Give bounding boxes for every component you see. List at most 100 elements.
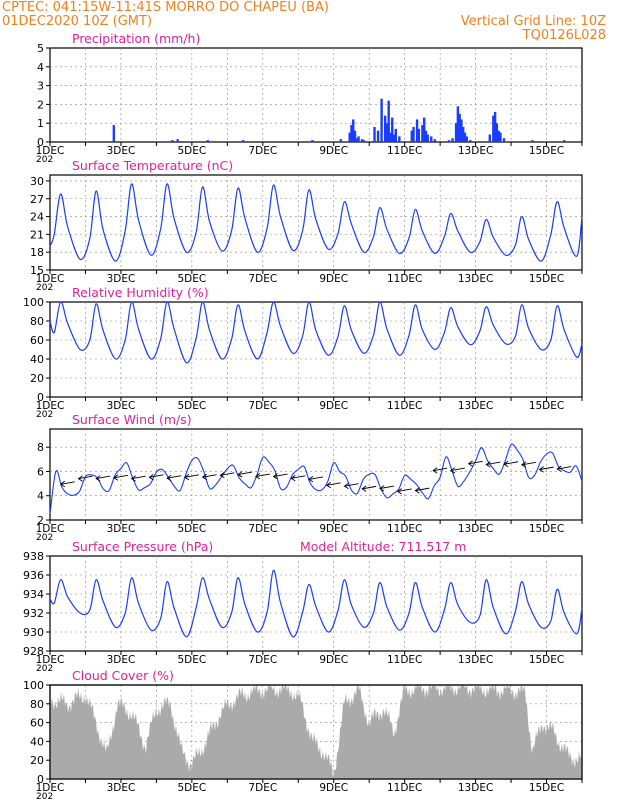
precip-bar xyxy=(415,119,419,142)
precip-bar xyxy=(531,140,534,142)
precip-bar xyxy=(493,111,497,142)
model-code: TQ0126L028 xyxy=(522,28,606,43)
wind-arrow-head xyxy=(237,471,243,478)
y-tick-label: 24 xyxy=(30,211,44,224)
wind-arrow xyxy=(148,473,164,481)
x-tick-label: 3DEC xyxy=(107,654,136,666)
wind-arrow-shaft xyxy=(131,475,146,480)
wind-arrow-head xyxy=(272,473,278,480)
y-tick-label: 0 xyxy=(37,391,44,404)
pressure-panel: 928 930 932 934 936 938 1DEC 3DEC 5DEC 7DEC 9DEC 11… xyxy=(23,539,583,674)
wind-arrow-shaft xyxy=(397,488,412,492)
wind-arrow-shaft xyxy=(344,483,359,487)
precip-bar xyxy=(422,117,426,142)
y-tick-label: 934 xyxy=(23,588,44,601)
y-tick-label: 20 xyxy=(30,754,44,767)
wind-arrow xyxy=(290,475,306,482)
x-tick-label: 7DEC xyxy=(248,273,277,285)
precip-bar xyxy=(463,132,467,142)
wind-arrow-shaft xyxy=(308,476,324,480)
x-tick-label: 11DEC xyxy=(387,273,422,285)
plot-frame xyxy=(49,428,583,521)
x-tick-label: 9DEC xyxy=(319,654,348,666)
precip-bar xyxy=(355,138,358,142)
wind-arrow-head xyxy=(184,473,190,481)
precip-bar xyxy=(502,138,506,142)
precip-bar xyxy=(352,119,355,142)
x-tick-label: 5DEC xyxy=(177,523,206,535)
precip-bar xyxy=(380,98,383,142)
y-tick-label: 3 xyxy=(37,80,44,93)
precip-bar xyxy=(242,140,245,142)
y-tick-label: 27 xyxy=(30,193,44,206)
cloud-area xyxy=(50,685,582,779)
wind-arrow-head xyxy=(308,476,314,483)
wind-arrow-head xyxy=(521,461,527,468)
wind-arrow-shaft xyxy=(273,473,288,477)
wind-arrow-shaft xyxy=(379,485,395,490)
precip-bar xyxy=(469,140,472,142)
x-tick-label: 5DEC xyxy=(177,273,206,285)
year-fragment: 202 xyxy=(36,283,53,293)
precip-bar xyxy=(492,115,495,142)
x-tick-label: 15DEC xyxy=(529,654,564,666)
y-tick-label: 2 xyxy=(37,98,44,111)
humidity-panel: 0 20 40 60 80 100 1DEC 3DEC 5DEC 7DEC 9DEC 11DEC 13D… xyxy=(23,285,583,420)
x-tick-label: 1DEC xyxy=(36,654,65,666)
wind-arrow xyxy=(361,485,377,492)
wind-arrow xyxy=(255,473,270,480)
series-line xyxy=(49,443,583,514)
wind-arrow-shaft xyxy=(78,475,93,480)
wind-arrow-head xyxy=(414,487,420,494)
precip-bar xyxy=(362,140,366,142)
y-tick-label: 0 xyxy=(37,136,44,149)
x-tick-label: 11DEC xyxy=(387,523,422,535)
x-tick-label: 1DEC xyxy=(36,782,65,794)
wind-arrow xyxy=(538,466,554,473)
x-tick-label: 9DEC xyxy=(319,273,348,285)
wind-arrow-head xyxy=(503,460,509,468)
wind-arrow-shaft xyxy=(202,474,217,478)
wind-arrow-head xyxy=(361,485,367,492)
wind-arrow-shaft xyxy=(220,472,235,476)
precip-bar xyxy=(460,119,463,142)
y-tick-label: 60 xyxy=(30,717,44,730)
wind-arrow-head xyxy=(95,475,101,482)
y-tick-label: 40 xyxy=(30,353,44,366)
wind-arrow-shaft xyxy=(433,467,448,472)
wind-arrow-shaft xyxy=(326,482,341,486)
x-tick-label: 9DEC xyxy=(319,145,348,157)
wind-arrow-shaft xyxy=(503,461,519,465)
wind-arrow xyxy=(485,461,501,468)
year-fragment: 202 xyxy=(36,155,53,165)
x-tick-label: 15DEC xyxy=(529,145,564,157)
y-tick-label: 18 xyxy=(30,246,44,259)
wind-arrow xyxy=(432,467,448,474)
x-tick-label: 9DEC xyxy=(319,523,348,535)
wind-arrow-shaft xyxy=(468,460,483,465)
panel-title: Cloud Cover (%) xyxy=(72,668,174,683)
year-fragment: 202 xyxy=(36,533,53,543)
wind-arrow xyxy=(379,485,395,492)
precip-bar xyxy=(398,136,401,142)
y-tick-label: 80 xyxy=(30,698,44,711)
wind-arrow-head xyxy=(130,475,136,482)
y-tick-label: 4 xyxy=(37,490,44,503)
x-tick-label: 1DEC xyxy=(36,523,65,535)
precip-bar xyxy=(426,134,429,142)
chart-header: CPTEC: 041:15W-11:41S MORRO DO CHAPEU (B… xyxy=(0,0,618,43)
wind-arrow xyxy=(95,475,111,482)
precip-bar xyxy=(563,140,566,142)
wind-arrow-shaft xyxy=(184,474,199,478)
wind-arrow xyxy=(556,465,572,472)
wind-arrow xyxy=(467,460,483,467)
panel-title: Relative Humidity (%) xyxy=(72,285,209,300)
y-tick-label: 100 xyxy=(23,679,44,692)
precip-bar xyxy=(392,134,396,142)
series-line xyxy=(49,183,583,262)
x-tick-label: 5DEC xyxy=(177,654,206,666)
y-tick-label: 0 xyxy=(37,773,44,786)
x-tick-label: 15DEC xyxy=(529,273,564,285)
y-tick-label: 6 xyxy=(37,465,44,478)
